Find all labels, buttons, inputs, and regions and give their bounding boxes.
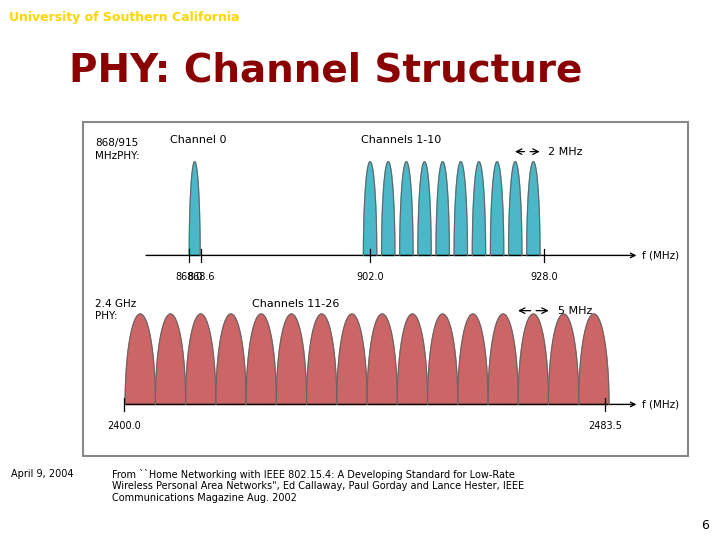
Polygon shape [458, 314, 488, 404]
Polygon shape [508, 161, 522, 255]
Text: 868.0: 868.0 [175, 272, 202, 282]
Polygon shape [246, 314, 276, 404]
Text: 868/915
MHzPHY:: 868/915 MHzPHY: [95, 138, 140, 160]
Polygon shape [216, 314, 246, 404]
Text: 902.0: 902.0 [356, 272, 384, 282]
Polygon shape [428, 314, 458, 404]
Polygon shape [125, 314, 156, 404]
Text: Channels 11-26: Channels 11-26 [252, 299, 340, 309]
Text: 5 MHz: 5 MHz [557, 306, 592, 316]
Polygon shape [156, 314, 186, 404]
Text: 868.6: 868.6 [187, 272, 215, 282]
Polygon shape [490, 161, 504, 255]
Polygon shape [337, 314, 367, 404]
Polygon shape [364, 161, 377, 255]
Polygon shape [549, 314, 579, 404]
Polygon shape [454, 161, 467, 255]
Polygon shape [472, 161, 485, 255]
Text: Channel 0: Channel 0 [171, 135, 227, 145]
Polygon shape [276, 314, 307, 404]
Polygon shape [189, 161, 200, 255]
Text: 2483.5: 2483.5 [588, 421, 621, 431]
Polygon shape [307, 314, 337, 404]
Polygon shape [488, 314, 518, 404]
Polygon shape [436, 161, 449, 255]
Text: 2.4 GHz
PHY:: 2.4 GHz PHY: [95, 299, 136, 321]
Polygon shape [400, 161, 413, 255]
Text: f (MHz): f (MHz) [642, 251, 680, 260]
Polygon shape [527, 161, 540, 255]
Text: 2400.0: 2400.0 [107, 421, 141, 431]
Text: From ``Home Networking with IEEE 802.15.4: A Developing Standard for Low-Rate
Wi: From ``Home Networking with IEEE 802.15.… [112, 469, 523, 503]
Text: University of Southern California: University of Southern California [9, 11, 239, 24]
Text: Channels 1-10: Channels 1-10 [361, 135, 441, 145]
Text: PHY: Channel Structure: PHY: Channel Structure [69, 51, 582, 89]
Text: 2 MHz: 2 MHz [549, 147, 583, 157]
Polygon shape [579, 314, 609, 404]
Polygon shape [518, 314, 549, 404]
Text: f (MHz): f (MHz) [642, 400, 680, 409]
Polygon shape [186, 314, 216, 404]
Polygon shape [367, 314, 397, 404]
Polygon shape [382, 161, 395, 255]
Text: April 9, 2004: April 9, 2004 [11, 469, 73, 479]
Polygon shape [397, 314, 428, 404]
Text: 928.0: 928.0 [531, 272, 558, 282]
Polygon shape [418, 161, 431, 255]
Text: 6: 6 [701, 518, 709, 531]
